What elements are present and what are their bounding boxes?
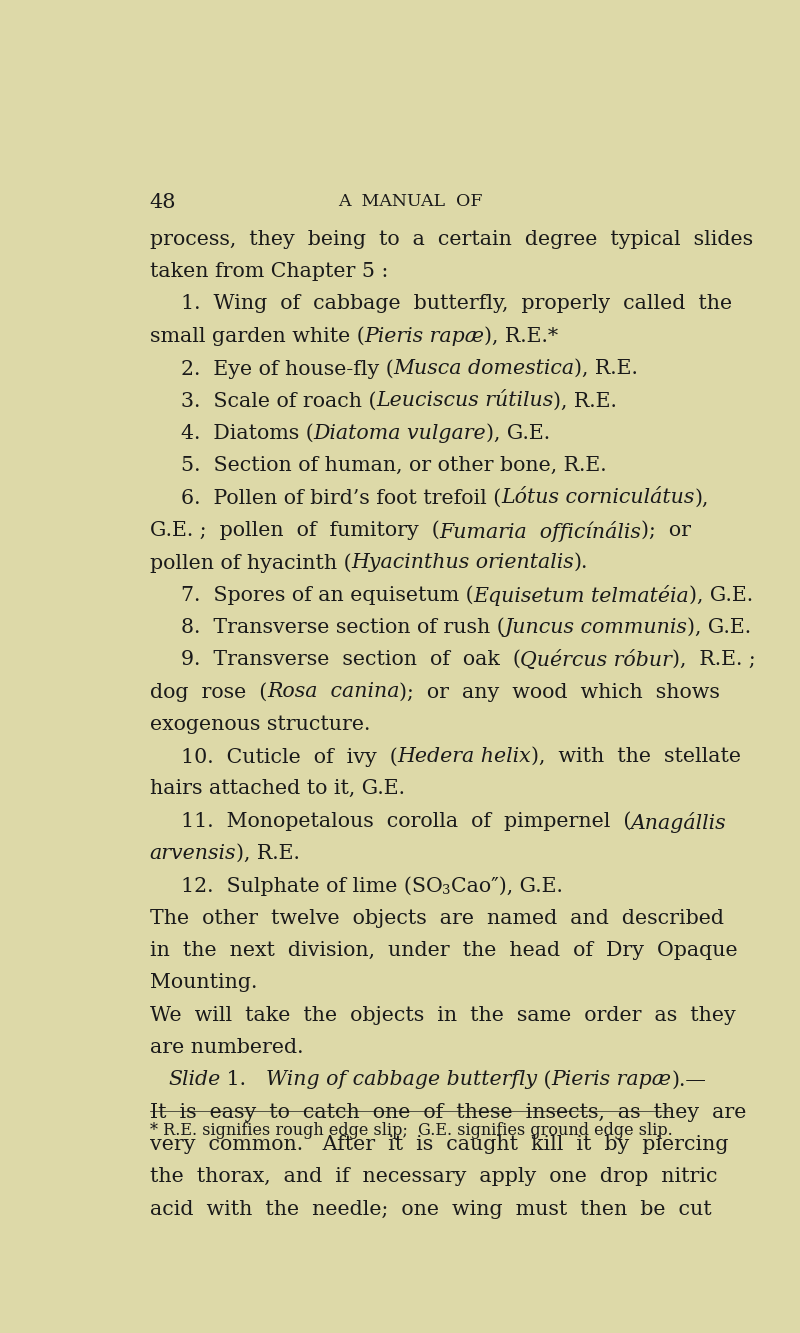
Text: ), G.E.: ), G.E. <box>486 424 550 443</box>
Text: 2.  Eye of house-fly (: 2. Eye of house-fly ( <box>181 359 394 379</box>
Text: exogenous structure.: exogenous structure. <box>150 714 370 733</box>
Text: ), R.E.: ), R.E. <box>236 844 300 862</box>
Text: 1.  Wing  of  cabbage  butterfly,  properly  called  the: 1. Wing of cabbage butterfly, properly c… <box>181 295 732 313</box>
Text: Wing of cabbage butterfly: Wing of cabbage butterfly <box>266 1070 537 1089</box>
Text: Fumaria  officínális: Fumaria officínális <box>439 521 642 541</box>
Text: process,  they  being  to  a  certain  degree  typical  slides: process, they being to a certain degree … <box>150 229 753 249</box>
Text: in  the  next  division,  under  the  head  of  Dry  Opaque: in the next division, under the head of … <box>150 941 738 960</box>
Text: hairs attached to it, G.E.: hairs attached to it, G.E. <box>150 780 405 798</box>
Text: ), R.E.: ), R.E. <box>554 392 618 411</box>
Text: ), G.E.: ), G.E. <box>687 617 751 637</box>
Text: 3.  Scale of roach (: 3. Scale of roach ( <box>181 392 376 411</box>
Text: acid  with  the  needle;  one  wing  must  then  be  cut: acid with the needle; one wing must then… <box>150 1200 711 1218</box>
Text: 8.  Transverse section of rush (: 8. Transverse section of rush ( <box>181 617 504 637</box>
Text: small garden white (: small garden white ( <box>150 327 364 347</box>
Text: Anagállis: Anagállis <box>631 812 726 833</box>
Text: 11.  Monopetalous  corolla  of  pimpernel  (: 11. Monopetalous corolla of pimpernel ( <box>181 812 631 832</box>
Text: ), G.E.: ), G.E. <box>689 585 753 604</box>
Text: Rosa  canina: Rosa canina <box>267 682 399 701</box>
Text: ).: ). <box>574 553 588 572</box>
Text: 12.  Sulphate of lime (SO: 12. Sulphate of lime (SO <box>181 876 442 896</box>
Text: ),  R.E. ;: ), R.E. ; <box>672 651 756 669</box>
Text: dog  rose  (: dog rose ( <box>150 682 267 702</box>
Text: It  is  easy  to  catch  one  of  these  insects,  as  they  are: It is easy to catch one of these insects… <box>150 1102 746 1121</box>
Text: ),: ), <box>694 488 709 508</box>
Text: 7.  Spores of an equisetum (: 7. Spores of an equisetum ( <box>181 585 474 605</box>
Text: );  or: ); or <box>642 521 691 540</box>
Text: We  will  take  the  objects  in  the  same  order  as  they: We will take the objects in the same ord… <box>150 1005 735 1025</box>
Text: Hyacinthus orientalis: Hyacinthus orientalis <box>351 553 574 572</box>
Text: ), R.E.: ), R.E. <box>574 359 638 379</box>
Text: are numbered.: are numbered. <box>150 1038 303 1057</box>
Text: Diatoma vulgare: Diatoma vulgare <box>314 424 486 443</box>
Text: * R.E. signifies rough edge slip;  G.E. signifies ground edge slip.: * R.E. signifies rough edge slip; G.E. s… <box>150 1121 672 1138</box>
Text: pollen of hyacinth (: pollen of hyacinth ( <box>150 553 351 573</box>
Text: Quércus róbur: Quércus róbur <box>521 651 672 670</box>
Text: 1.: 1. <box>221 1070 266 1089</box>
Text: Cao″), G.E.: Cao″), G.E. <box>451 876 562 896</box>
Text: ),  with  the  stellate: ), with the stellate <box>531 746 741 766</box>
Text: Musca domestica: Musca domestica <box>394 359 574 379</box>
Text: Hedera helix: Hedera helix <box>398 746 531 766</box>
Text: (: ( <box>537 1070 551 1089</box>
Text: 48: 48 <box>150 193 176 212</box>
Text: arvensis: arvensis <box>150 844 236 862</box>
Text: 3: 3 <box>442 884 451 897</box>
Text: A  MANUAL  OF: A MANUAL OF <box>338 193 482 209</box>
Text: Pieris rapæ: Pieris rapæ <box>364 327 484 345</box>
Text: The  other  twelve  objects  are  named  and  described: The other twelve objects are named and d… <box>150 909 724 928</box>
Text: G.E. ;  pollen  of  fumitory  (: G.E. ; pollen of fumitory ( <box>150 521 439 540</box>
Text: the  thorax,  and  if  necessary  apply  one  drop  nitric: the thorax, and if necessary apply one d… <box>150 1168 717 1186</box>
Text: Slide: Slide <box>168 1070 221 1089</box>
Text: 9.  Transverse  section  of  oak  (: 9. Transverse section of oak ( <box>181 651 521 669</box>
Text: ).—: ).— <box>671 1070 706 1089</box>
Text: very  common.   After  it  is  caught  kill  it  by  piercing: very common. After it is caught kill it … <box>150 1134 728 1154</box>
Text: Lótus corniculátus: Lótus corniculátus <box>501 488 694 508</box>
Text: 6.  Pollen of bird’s foot trefoil (: 6. Pollen of bird’s foot trefoil ( <box>181 488 501 508</box>
Text: Mounting.: Mounting. <box>150 973 257 992</box>
Text: 10.  Cuticle  of  ivy  (: 10. Cuticle of ivy ( <box>181 746 398 766</box>
Text: Leuciscus rútilus: Leuciscus rútilus <box>376 392 554 411</box>
Text: 4.  Diatoms (: 4. Diatoms ( <box>181 424 314 443</box>
Text: 5.  Section of human, or other bone, R.E.: 5. Section of human, or other bone, R.E. <box>181 456 606 475</box>
Text: Pieris rapæ: Pieris rapæ <box>551 1070 671 1089</box>
Text: Juncus communis: Juncus communis <box>504 617 687 637</box>
Text: );  or  any  wood  which  shows: ); or any wood which shows <box>399 682 720 702</box>
Text: ), R.E.*: ), R.E.* <box>484 327 558 345</box>
Text: Equisetum telmatéia: Equisetum telmatéia <box>474 585 689 607</box>
Text: taken from Chapter 5 :: taken from Chapter 5 : <box>150 263 388 281</box>
